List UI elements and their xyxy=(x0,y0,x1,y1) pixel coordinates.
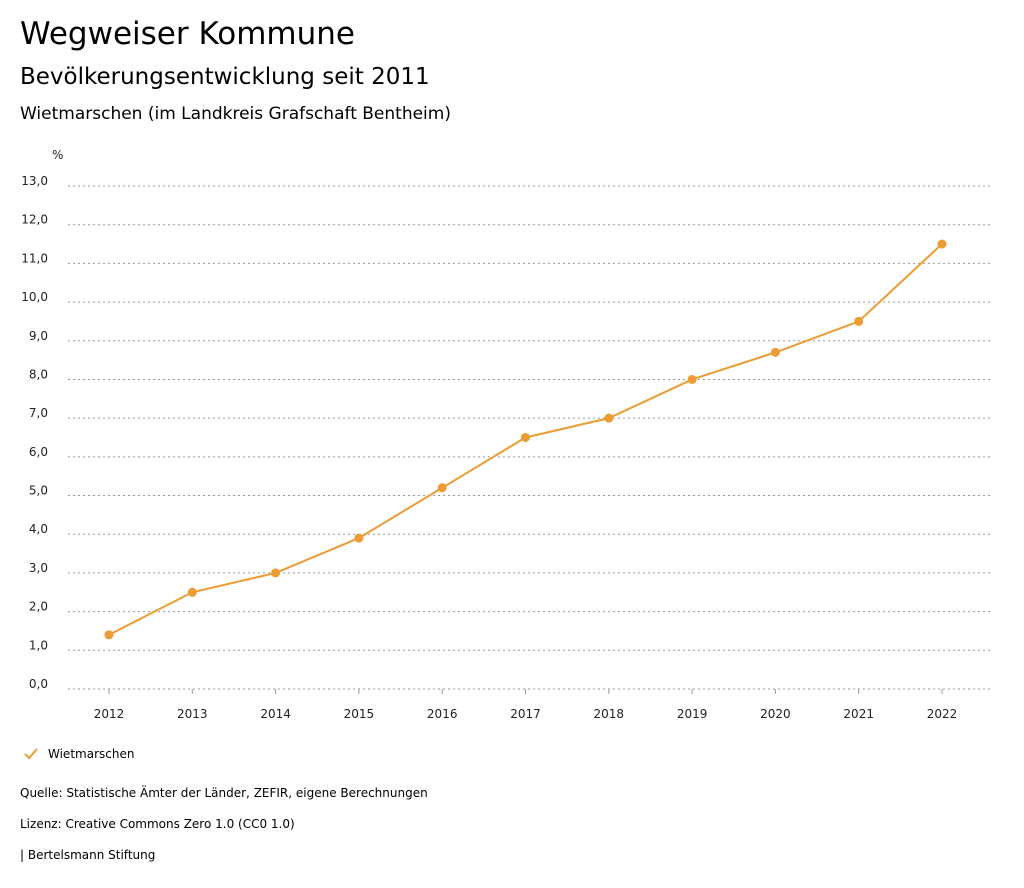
y-tick-label: 2,0 xyxy=(29,600,48,614)
x-tick-label: 2022 xyxy=(927,707,958,721)
data-point xyxy=(687,374,697,384)
y-tick-label: 12,0 xyxy=(21,213,48,227)
data-point xyxy=(187,587,197,597)
x-tick-label: 2021 xyxy=(843,707,874,721)
y-tick-label: 7,0 xyxy=(29,406,48,420)
data-point xyxy=(937,239,947,249)
page-title: Wegweiser Kommune xyxy=(20,16,355,52)
x-tick-label: 2020 xyxy=(760,707,791,721)
y-tick-label: 3,0 xyxy=(29,561,48,575)
data-point xyxy=(271,568,281,578)
legend-item-wietmarschen[interactable]: Wietmarschen xyxy=(22,745,134,763)
license-note: Lizenz: Creative Commons Zero 1.0 (CC0 1… xyxy=(20,817,295,831)
y-tick-label: 6,0 xyxy=(29,445,48,459)
data-point xyxy=(437,483,447,493)
x-tick-label: 2019 xyxy=(677,707,708,721)
chart-subtitle: Bevölkerungsentwicklung seit 2011 xyxy=(20,64,430,90)
y-tick-label: 4,0 xyxy=(29,522,48,536)
x-tick-label: 2012 xyxy=(94,707,125,721)
x-tick-label: 2013 xyxy=(177,707,208,721)
data-point xyxy=(104,630,114,640)
data-point xyxy=(854,316,864,326)
x-tick-label: 2017 xyxy=(510,707,541,721)
region-label: Wietmarschen (im Landkreis Grafschaft Be… xyxy=(20,104,451,124)
data-point xyxy=(770,347,780,357)
line-chart: % 0,0 1,0 2,0 3,0 4,0 5,0 6,0 7,0 8,0 9,0 10,0 11,0 1… xyxy=(21,148,990,721)
data-point xyxy=(604,413,614,423)
y-tick-label: 5,0 xyxy=(29,484,48,498)
y-tick-label: 1,0 xyxy=(29,638,48,652)
y-axis-unit-label: % xyxy=(52,148,63,162)
y-tick-label: 11,0 xyxy=(21,251,48,265)
source-note: Quelle: Statistische Ämter der Länder, Z… xyxy=(20,786,428,800)
y-tick-label: 0,0 xyxy=(29,677,48,691)
y-tick-label: 8,0 xyxy=(29,367,48,381)
data-point xyxy=(521,433,530,442)
data-point xyxy=(354,533,364,543)
y-tick-label: 13,0 xyxy=(21,174,48,188)
x-tick-label: 2018 xyxy=(594,707,625,721)
publisher-note: | Bertelsmann Stiftung xyxy=(20,848,156,862)
y-tick-label: 10,0 xyxy=(21,290,48,304)
check-icon xyxy=(24,748,38,760)
x-tick-label: 2014 xyxy=(260,707,291,721)
x-tick-label: 2015 xyxy=(344,707,375,721)
y-tick-label: 9,0 xyxy=(29,329,48,343)
x-tick-label: 2016 xyxy=(427,707,458,721)
legend-label: Wietmarschen xyxy=(48,747,135,761)
